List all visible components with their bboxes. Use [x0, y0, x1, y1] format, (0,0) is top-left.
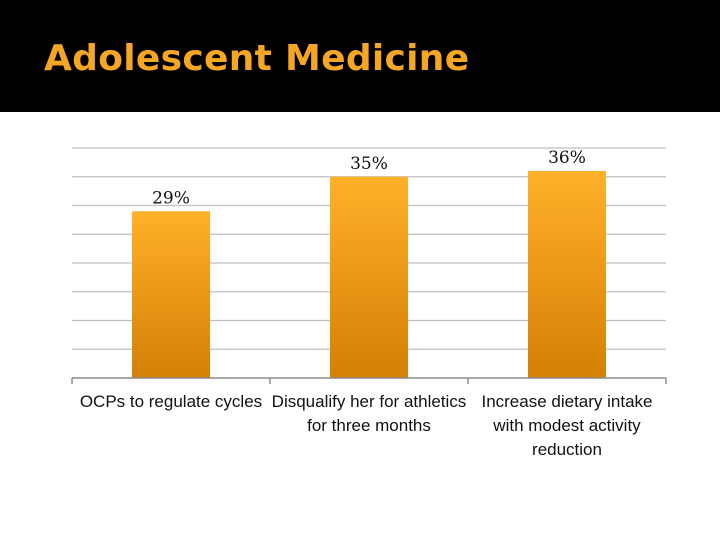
value-label-2: 35%: [350, 154, 388, 174]
bar-2: [330, 176, 408, 378]
category-label-1: OCPs to regulate cycles: [79, 392, 263, 411]
value-label-3: 36%: [548, 148, 586, 168]
bar-chart: 29% 35% 36%: [71, 147, 667, 384]
bar-3: [528, 171, 606, 378]
slide-title: Adolescent Medicine: [44, 38, 470, 79]
category-label-2: Disqualify her for athletics for three m…: [271, 392, 467, 435]
value-label-1: 29%: [152, 188, 190, 208]
x-axis: [71, 377, 667, 384]
title-bar: Adolescent Medicine: [0, 0, 720, 112]
category-label-3: Increase dietary intake with modest acti…: [481, 392, 653, 459]
bar-1: [132, 211, 210, 378]
bars: [132, 171, 606, 378]
data-labels: 29% 35% 36%: [152, 148, 586, 208]
